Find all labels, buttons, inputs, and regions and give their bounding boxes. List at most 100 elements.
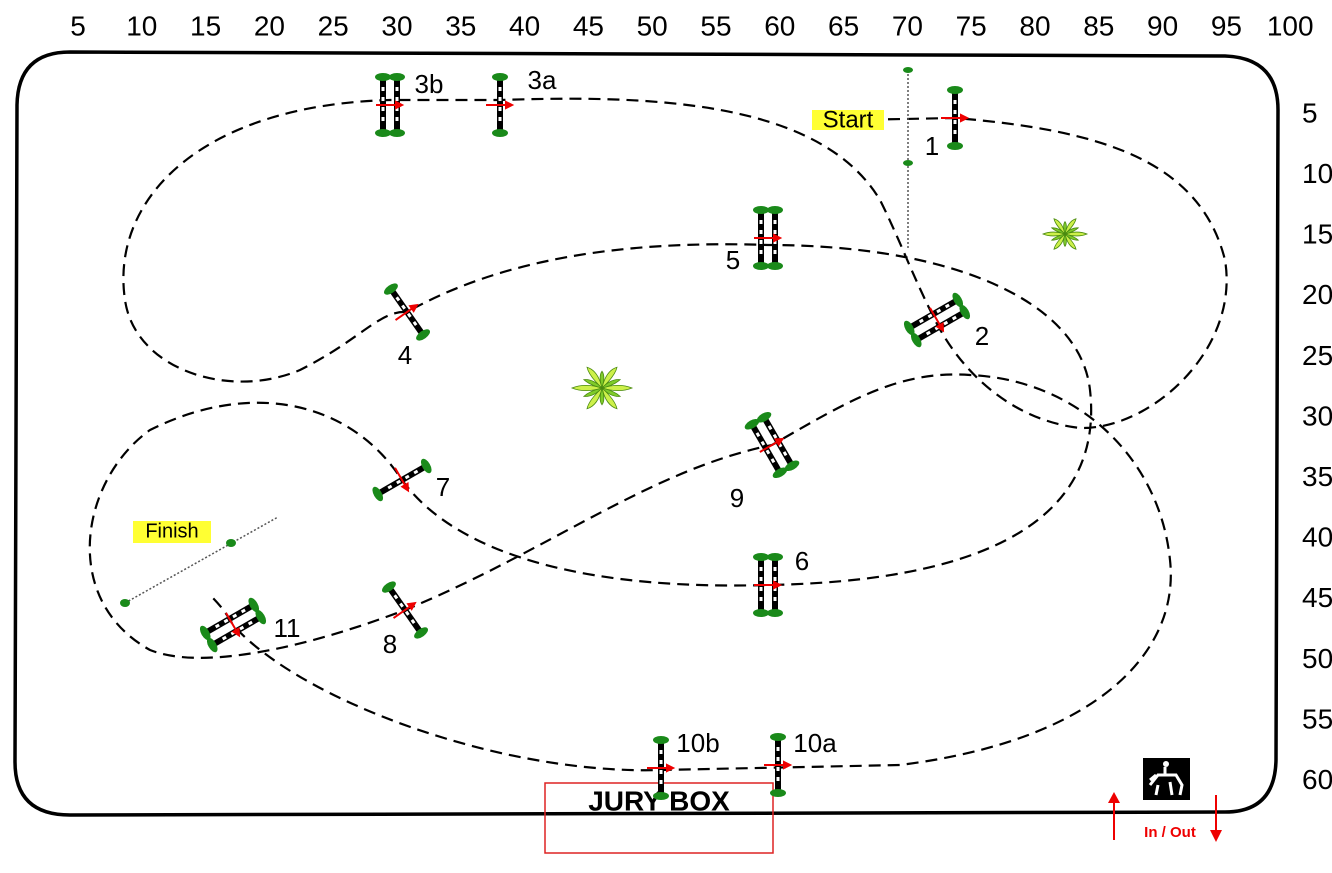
ruler-top-label: 80 [1019,10,1050,41]
jump-stripe [773,577,777,581]
jump-stripe [381,87,385,91]
ruler-right-label: 45 [1302,582,1332,613]
arena-border [13,50,1280,817]
jump-stripe [404,474,410,480]
ruler-right-label: 15 [1302,219,1332,250]
jump-wing [420,458,432,474]
jump-stripe [936,308,942,314]
jump-stripe [759,567,763,571]
jump-stripe [396,479,402,485]
ruler-top-label: 35 [445,10,476,41]
jump-wing [381,581,396,593]
jump-wing [947,142,963,150]
ruler-top-label: 95 [1211,10,1242,41]
ruler-right-label: 30 [1302,400,1332,431]
jump [744,411,800,479]
jump-wing [383,283,398,295]
ruler-top-label: 70 [892,10,923,41]
jump-stripe [410,618,416,624]
jump-direction-arrow [392,601,417,619]
jump-wing [959,304,971,320]
bush-leaf [1064,227,1080,235]
jump-stripe [498,117,502,121]
rider-figure [1148,767,1184,796]
jump [381,581,429,639]
ruler-right-label: 5 [1302,97,1318,128]
jump-stripe [759,220,763,224]
jump-stripe [659,780,663,784]
jump-wing [772,467,788,479]
jump-stripe [223,618,229,624]
jump-direction-arrow [225,612,241,638]
ruler-top-label: 65 [828,10,859,41]
ruler-top-label: 45 [573,10,604,41]
start-label: Start [823,106,874,133]
bush-leaf [1064,218,1077,235]
ruler-top-label: 40 [509,10,540,41]
jump-stripe [772,433,778,439]
jump-wing [389,129,405,137]
jump-wing [767,206,783,214]
jump-stripe [943,320,949,326]
ruler-right-label: 10 [1302,158,1332,189]
jump-stripe [395,97,399,101]
jump [903,292,971,348]
jump-direction-arrow [376,100,405,110]
bush-leaf [601,379,622,389]
start-flag [903,160,913,166]
jump-stripe [395,296,401,302]
jump [647,736,676,800]
ruler-top-label: 75 [956,10,987,41]
jump-stripe [498,107,502,111]
ruler-top-label: 55 [700,10,731,41]
bush-leaf [601,366,618,389]
jump-stripe [232,613,238,619]
jump-wing [372,486,384,502]
bush [1041,218,1089,250]
jump-wing [770,733,786,741]
jump-direction-arrow [394,303,419,321]
jump-wing [653,736,669,744]
jump-stripe [221,635,227,641]
jump-stripe [381,107,385,111]
jump-wing [375,129,391,137]
jump-wing [199,625,211,641]
jump-stripe [925,330,931,336]
jump-wing [952,292,964,308]
rider-head [1163,761,1169,767]
ruler-top-label: 10 [126,10,157,41]
ruler-right-label: 20 [1302,279,1332,310]
jump [375,73,405,137]
ruler-right-label: 40 [1302,522,1332,553]
jump-stripe [776,777,780,781]
jump-stripe [953,100,957,104]
start-highlight [812,110,884,130]
jump-label: 2 [975,321,989,351]
jump-wing [910,332,922,348]
route-line [88,97,1228,772]
jump [941,86,970,150]
jump-stripe [759,250,763,254]
bush-leaf [601,384,634,392]
jump-wing [767,262,783,270]
bush-leaf [586,387,603,410]
jump-stripe [767,425,773,431]
bush-leaf [601,387,618,410]
start-flag [903,67,913,73]
ruler-right-label: 60 [1302,764,1332,795]
jump-wing [416,329,431,341]
jump-stripe [927,313,933,319]
jump-wing [903,320,915,336]
jump-wing [770,789,786,797]
jump-stripe [406,312,412,318]
bush-leaf [1064,231,1089,237]
jump-stripe [395,87,399,91]
jump-label: 5 [726,245,740,275]
jump-stripe [773,250,777,254]
finish-flag [226,539,236,547]
jump-stripe [247,620,253,626]
bush-leaf [1053,233,1066,250]
jump-direction-arrow [754,580,783,590]
jump-stripe [760,440,766,446]
jump-direction-arrow [394,467,410,493]
